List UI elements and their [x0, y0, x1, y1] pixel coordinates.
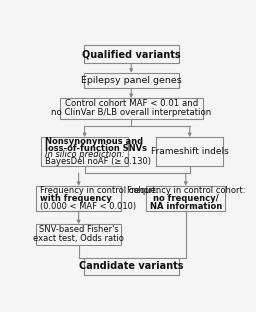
Text: BayesDel noAF (≥ 0.130): BayesDel noAF (≥ 0.130) — [45, 157, 151, 166]
Text: with frequency: with frequency — [40, 194, 112, 203]
Text: no frequency/: no frequency/ — [153, 194, 219, 203]
Text: Frequency in control cohort:: Frequency in control cohort: — [126, 186, 245, 195]
FancyBboxPatch shape — [83, 45, 179, 63]
Text: no ClinVar B/LB overall interpretation: no ClinVar B/LB overall interpretation — [51, 108, 211, 117]
Text: Qualified variants: Qualified variants — [82, 49, 180, 59]
FancyBboxPatch shape — [83, 73, 179, 89]
Text: In silico prediction:: In silico prediction: — [45, 150, 125, 159]
Text: Nonsynonymous and: Nonsynonymous and — [45, 137, 143, 146]
Text: Frequency in control cohort:: Frequency in control cohort: — [40, 186, 159, 195]
FancyBboxPatch shape — [146, 186, 226, 211]
Text: Control cohort MAF < 0.01 and: Control cohort MAF < 0.01 and — [65, 99, 198, 108]
Text: Candidate variants: Candidate variants — [79, 261, 184, 271]
FancyBboxPatch shape — [60, 98, 203, 119]
Text: exact test, Odds ratio: exact test, Odds ratio — [33, 234, 124, 243]
Text: Epilepsy panel genes: Epilepsy panel genes — [81, 76, 182, 85]
Text: NA information: NA information — [150, 202, 222, 211]
FancyBboxPatch shape — [156, 137, 223, 166]
Text: Frameshift indels: Frameshift indels — [151, 147, 229, 156]
FancyBboxPatch shape — [83, 258, 179, 275]
Text: SNV-based Fisher's: SNV-based Fisher's — [39, 226, 119, 235]
FancyBboxPatch shape — [36, 186, 121, 211]
FancyBboxPatch shape — [36, 224, 121, 245]
Text: loss-of-function SNVs: loss-of-function SNVs — [45, 144, 147, 153]
FancyBboxPatch shape — [41, 137, 128, 166]
Text: (0.000 < MAF < 0.010): (0.000 < MAF < 0.010) — [40, 202, 136, 211]
